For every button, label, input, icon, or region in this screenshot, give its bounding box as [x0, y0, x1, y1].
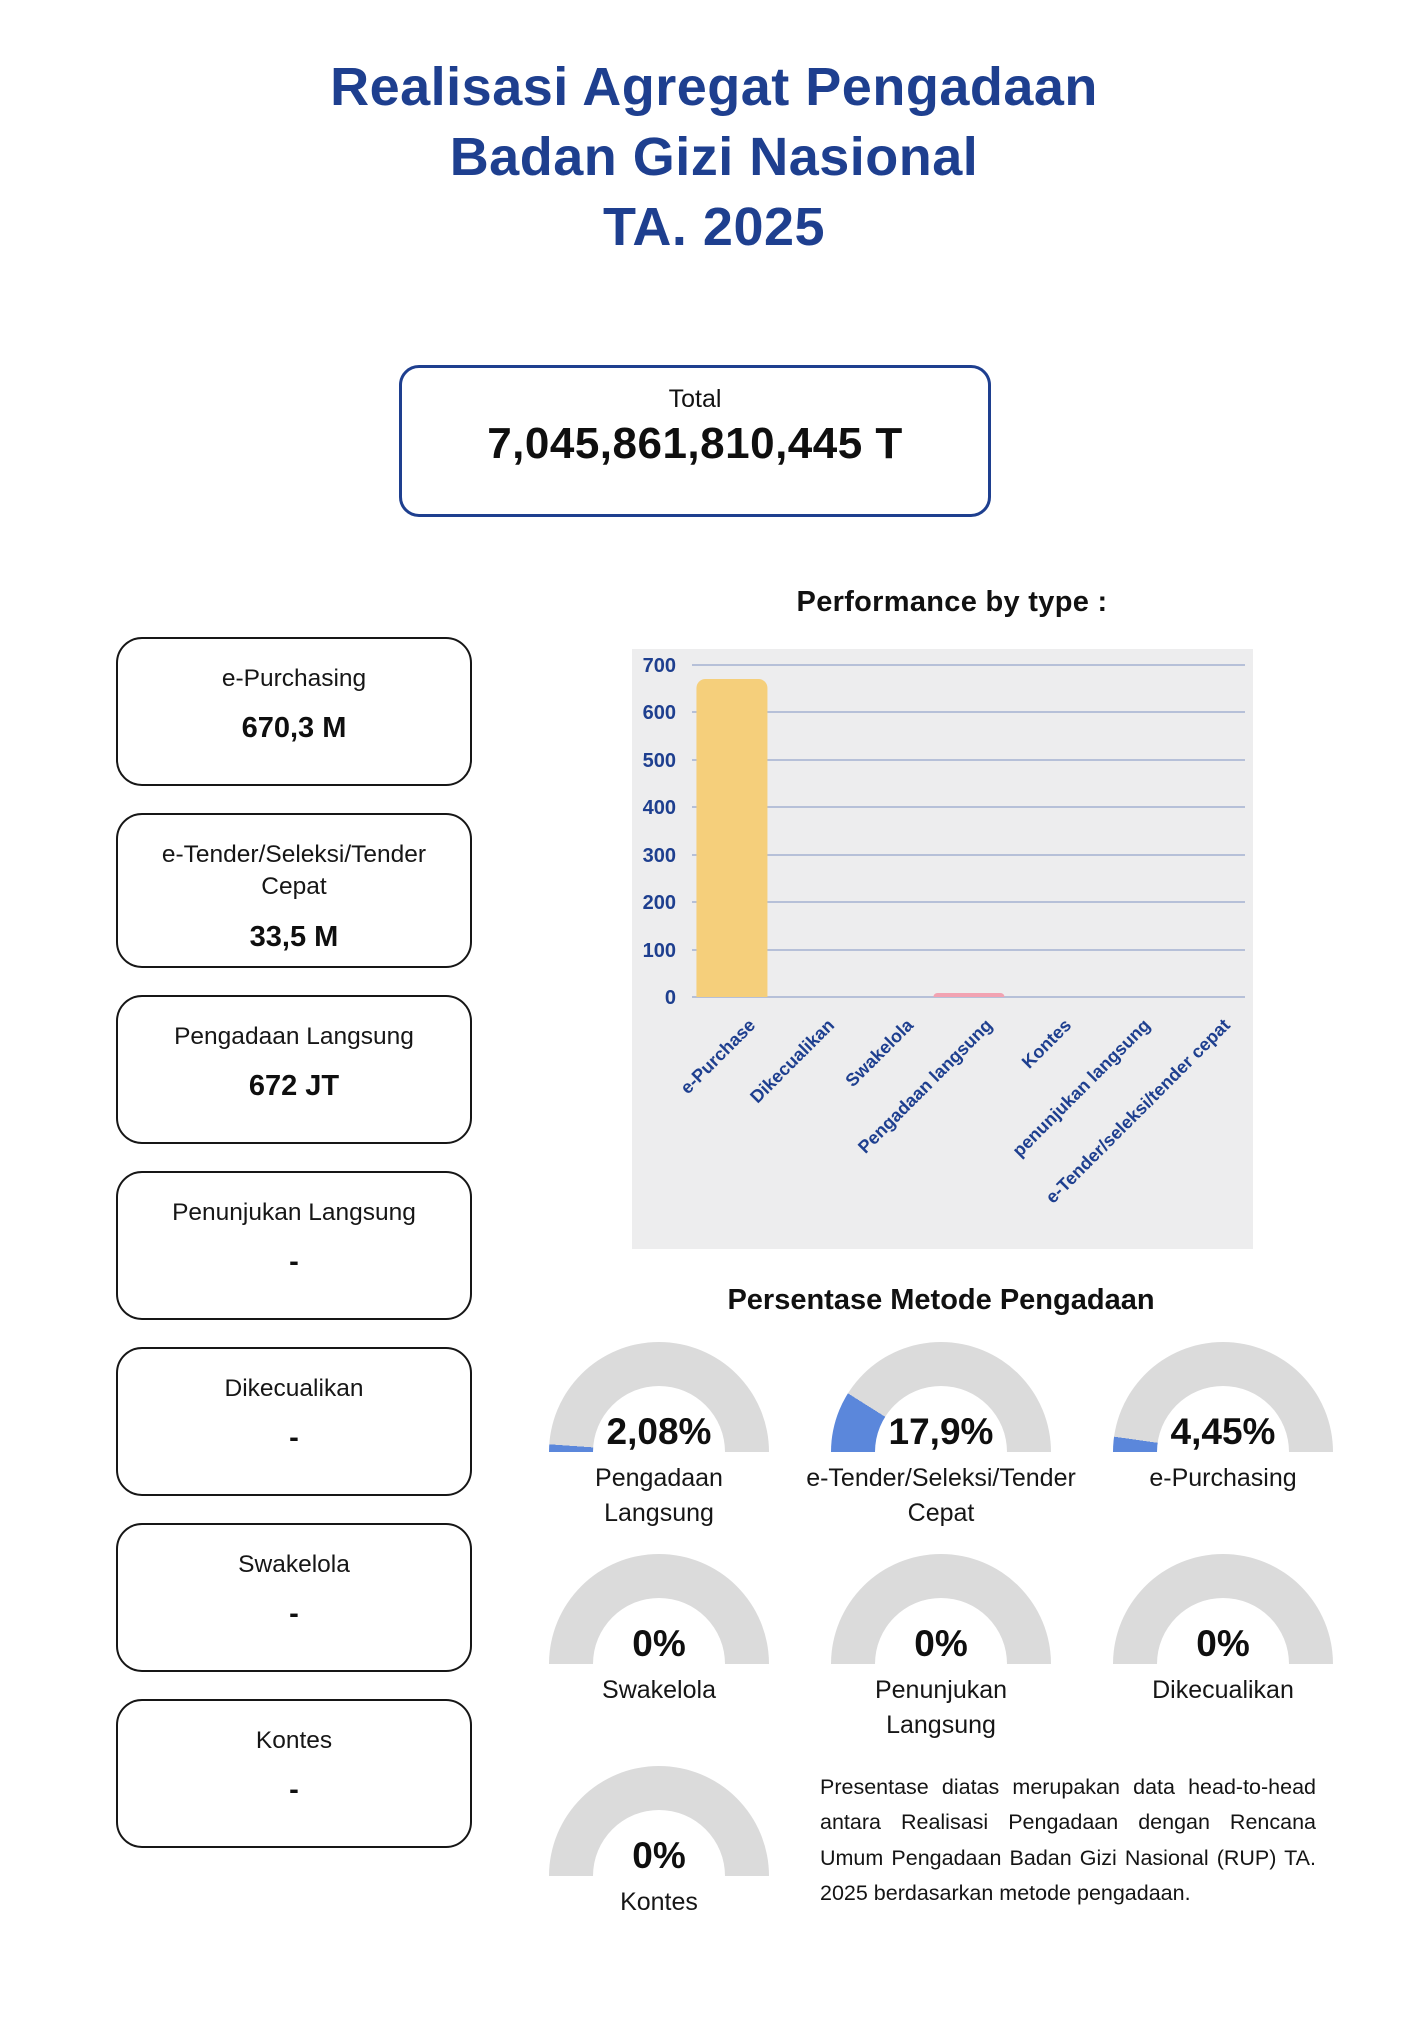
gauge-arc-wrap: 2,08% — [549, 1342, 769, 1452]
y-tick-label: 500 — [642, 749, 676, 772]
method-card-e-tender: e-Tender/Seleksi/Tender Cepat 33,5 M — [116, 813, 472, 968]
total-value: 7,045,861,810,445 T — [487, 419, 903, 468]
gridline — [692, 806, 1245, 809]
gridline — [692, 758, 1245, 761]
total-label: Total — [668, 385, 722, 413]
method-card-value: 672 JT — [248, 1069, 340, 1102]
method-card-penunjukan-langsung: Penunjukan Langsung - — [116, 1170, 472, 1320]
method-card-label: Penunjukan Langsung — [172, 1198, 416, 1226]
gauge-arc-wrap: 0% — [549, 1766, 769, 1876]
gauge-percent: 0% — [632, 1623, 686, 1664]
method-card-dikecualikan: Dikecualikan - — [116, 1346, 472, 1496]
gauge-arc-wrap: 0% — [831, 1554, 1051, 1664]
page-title-line-1: Realisasi Agregat Pengadaan — [330, 57, 1098, 117]
gauge-e-purchasing: 4,45% e-Purchasing — [1088, 1342, 1358, 1530]
bar-plot — [692, 664, 1245, 998]
gauge-percent: 4,45% — [1170, 1411, 1276, 1452]
gauges-section-title: Persentase Metode Pengadaan — [727, 1284, 1155, 1316]
total-card: Total 7,045,861,810,445 T — [399, 365, 991, 517]
method-card-label: Swakelola — [238, 1550, 350, 1578]
gauge-percent: 0% — [632, 1835, 686, 1876]
gauge-e-tender: 17,9% e-Tender/Seleksi/Tender Cepat — [806, 1342, 1076, 1530]
gauge-arc-wrap: 17,9% — [831, 1342, 1051, 1452]
x-axis-labels: e-Purchase Dikecualikan Swakelola Pengadaan… — [676, 1015, 1234, 1208]
gauge-kontes: 0% Kontes — [524, 1766, 794, 1920]
method-card-value: - — [289, 1245, 299, 1278]
gridline — [692, 948, 1245, 951]
gauge-percent: 17,9% — [888, 1411, 994, 1452]
gauge-percent: 0% — [914, 1623, 968, 1664]
gauge-label: e-Purchasing — [1149, 1464, 1297, 1492]
gauges-grid: 2,08% Pengadaan Langsung 17,9% e-Tender/… — [524, 1342, 1358, 1920]
gridline — [692, 664, 1245, 666]
method-card-swakelola: Swakelola - — [116, 1522, 472, 1672]
bar-e-purchase — [695, 679, 768, 997]
gauge-label: Dikecualikan — [1152, 1676, 1294, 1704]
method-card-value: - — [289, 1421, 299, 1454]
method-card-value: - — [289, 1597, 299, 1630]
gauge-label: Swakelola — [602, 1676, 716, 1704]
gauge-label: Penunjukan Langsung — [874, 1676, 1008, 1739]
bar-pengadaan-langsung — [932, 993, 1005, 997]
footnote-paragraph: Presentase diatas merupakan data head-to… — [820, 1775, 1316, 1905]
y-tick-label: 300 — [642, 844, 676, 867]
page-title: Realisasi Agregat Pengadaan Badan Gizi N… — [0, 52, 1428, 262]
y-tick-label: 600 — [642, 702, 676, 725]
page-title-line-2: Badan Gizi Nasional — [449, 127, 979, 187]
bar-chart: 0 100 200 300 400 500 600 700 e-Purchase Dikecua… — [632, 649, 1253, 1249]
gridline — [692, 711, 1245, 714]
method-card-value: 670,3 M — [241, 712, 347, 745]
gauge-arc-wrap: 0% — [1113, 1554, 1333, 1664]
method-card-e-purchasing: e-Purchasing 670,3 M — [116, 637, 472, 786]
gridline — [692, 853, 1245, 856]
method-card-label: Dikecualikan — [224, 1374, 364, 1402]
page-title-line-3: TA. 2025 — [602, 197, 826, 257]
y-tick-label: 0 — [664, 987, 676, 1009]
y-tick-label: 400 — [642, 797, 676, 820]
gauge-swakelola: 0% Swakelola — [524, 1554, 794, 1742]
gauge-arc-wrap: 4,45% — [1113, 1342, 1333, 1452]
gauge-pengadaan-langsung: 2,08% Pengadaan Langsung — [524, 1342, 794, 1530]
method-card-label: e-Purchasing — [221, 665, 367, 692]
gauge-label: e-Tender/Seleksi/Tender Cepat — [806, 1464, 1076, 1527]
gauge-dikecualikan: 0% Dikecualikan — [1088, 1554, 1358, 1742]
method-card-pengadaan-langsung: Pengadaan Langsung 672 JT — [116, 994, 472, 1144]
y-tick-label: 100 — [642, 939, 676, 962]
gauge-percent: 2,08% — [606, 1411, 712, 1452]
y-axis-labels: 0 100 200 300 400 500 600 700 — [632, 655, 684, 1009]
method-card-value: - — [289, 1773, 299, 1806]
method-card-value: 33,5 M — [249, 920, 339, 953]
gridline — [692, 901, 1245, 904]
y-tick-label: 200 — [642, 892, 676, 915]
bar-chart-title: Performance by type : — [796, 586, 1108, 618]
gauge-label: Kontes — [620, 1888, 698, 1916]
method-card-label: Kontes — [255, 1726, 333, 1754]
gauge-percent: 0% — [1196, 1623, 1250, 1664]
method-card-label: Pengadaan Langsung — [174, 1022, 414, 1050]
method-card-label: e-Tender/Seleksi/Tender Cepat — [161, 841, 427, 901]
method-card-kontes: Kontes - — [116, 1698, 472, 1848]
gridline — [692, 996, 1245, 998]
gauge-arc-wrap: 0% — [549, 1554, 769, 1664]
gauge-label: Pengadaan Langsung — [595, 1464, 723, 1527]
gauge-penunjukan-langsung: 0% Penunjukan Langsung — [806, 1554, 1076, 1742]
method-cards-column: e-Purchasing 670,3 M e-Tender/Seleksi/Te… — [116, 637, 472, 1848]
y-tick-label: 700 — [642, 655, 676, 677]
